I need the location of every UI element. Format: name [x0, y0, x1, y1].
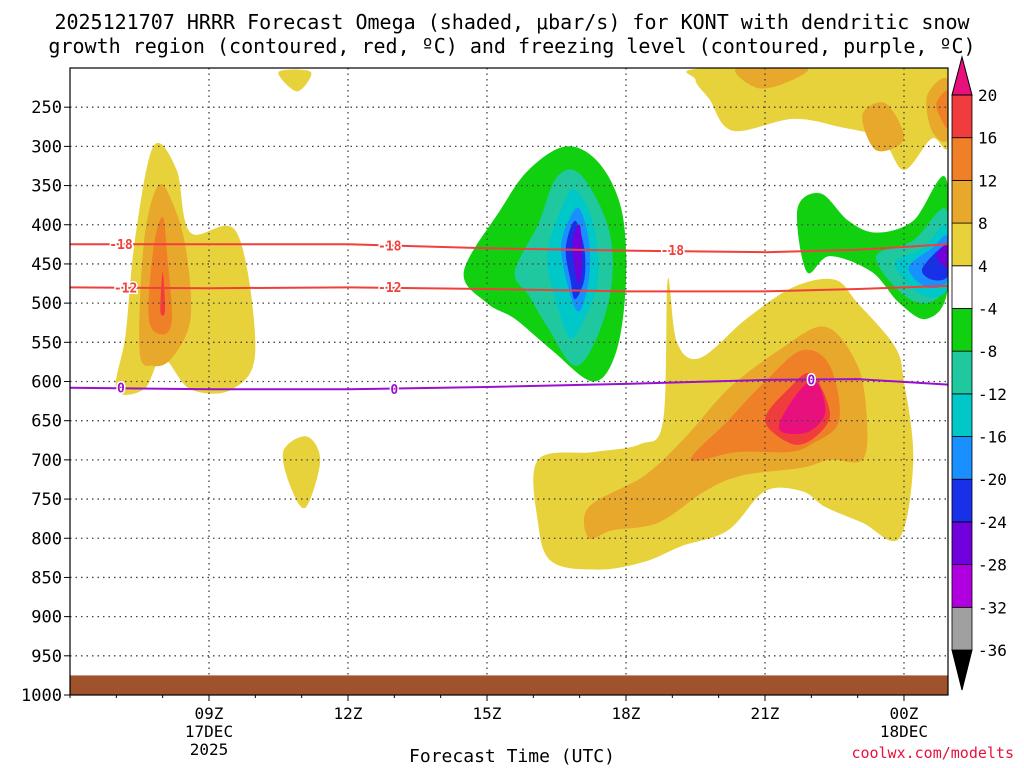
y-tick-label-500: 500	[31, 294, 62, 314]
x-axis-label: Forecast Time (UTC)	[409, 746, 615, 767]
chart-title-line-2: growth region (contoured, red, ºC) and f…	[48, 34, 976, 58]
omega-shading-group	[115, 68, 948, 653]
x-tick-date-00Z: 18DEC	[880, 722, 928, 741]
colorbar-label: -36	[978, 641, 1007, 660]
y-tick-label-350: 350	[31, 177, 62, 197]
dgz-contour-label-0-1: -18	[378, 239, 402, 254]
colorbar-segment	[951, 436, 973, 480]
colorbar-segment	[951, 265, 973, 309]
colorbar-segment	[951, 350, 973, 395]
mid-yellow-blob	[282, 436, 321, 509]
small-green-low	[153, 612, 182, 653]
far-right-green	[926, 545, 948, 598]
x-tick-year-09Z: 2025	[190, 740, 229, 759]
top-right-8	[735, 68, 809, 89]
x-tick-label-09Z: 09Z	[195, 704, 224, 723]
top-right-yellow	[686, 68, 948, 170]
y-tick-label-750: 750	[31, 490, 62, 510]
dgz-contour-line-0	[70, 243, 949, 254]
y-tick-label-450: 450	[31, 255, 62, 275]
x-tick-label-00Z: 00Z	[890, 704, 919, 723]
y-tick-label-1000: 1000	[21, 686, 62, 706]
colorbar-segment	[951, 179, 973, 224]
freezing-contour-label-0-1: 0	[390, 383, 398, 398]
right-subsidence-28	[936, 244, 948, 269]
x-tick-label-15Z: 15Z	[473, 704, 502, 723]
colorbar-label: 16	[978, 129, 997, 148]
x-tick-label-21Z: 21Z	[751, 704, 780, 723]
colorbar-lower-triangle	[951, 649, 973, 691]
y-tick-label-600: 600	[31, 373, 62, 393]
colorbar-segment	[951, 308, 973, 352]
colorbar-segment	[951, 393, 973, 437]
colorbar-label: 8	[978, 214, 988, 233]
x-tick-label-18Z: 18Z	[612, 704, 641, 723]
y-tick-label-800: 800	[31, 529, 62, 549]
colorbar-label: -28	[978, 556, 1007, 575]
small-top-yellow	[278, 69, 312, 92]
colorbar-label: -32	[978, 598, 1007, 617]
y-tick-label-900: 900	[31, 608, 62, 628]
y-tick-label-650: 650	[31, 412, 62, 432]
y-tick-label-850: 850	[31, 568, 62, 588]
colorbar-segment	[951, 478, 973, 523]
y-tick-label-250: 250	[31, 98, 62, 118]
early-ascent-12	[148, 216, 173, 335]
freezing-contour-line-0	[69, 378, 949, 391]
colorbar-upper-triangle	[951, 55, 973, 96]
terrain-block	[70, 675, 948, 695]
colorbar-label: 4	[978, 257, 988, 276]
colorbar-label: -12	[978, 385, 1007, 404]
dgz-contour-label-1-1: -12	[378, 281, 401, 296]
colorbar-label: 12	[978, 171, 997, 190]
dgz-contour-line-1	[69, 284, 949, 293]
credit-link[interactable]: coolwx.com/modelts	[851, 744, 1014, 762]
colorbar-label: -8	[978, 342, 997, 361]
freezing-contour-label-0-0: 0	[117, 381, 125, 396]
y-tick-label-700: 700	[31, 451, 62, 471]
freezing-contour-label-0-2: 0	[807, 373, 815, 388]
y-tick-label-950: 950	[31, 647, 62, 667]
colorbar-segment	[951, 521, 973, 566]
dgz-contour-label-1-0: -12	[114, 282, 137, 297]
colorbar-label: -24	[978, 513, 1007, 532]
early-ascent-16	[160, 271, 166, 316]
top-right-12	[936, 90, 948, 129]
colorbar-segment	[951, 606, 973, 651]
dgz-contour-label-0-0: -18	[109, 238, 133, 253]
x-tick-label-12Z: 12Z	[334, 704, 363, 723]
low-green-band	[659, 541, 798, 594]
main-subsidence-28	[572, 224, 582, 285]
colorbar-segment	[951, 137, 973, 181]
x-tick-date-09Z: 17DEC	[185, 722, 233, 741]
colorbar-label: -4	[978, 299, 997, 318]
chart-title-line-1: 2025121707 HRRR Forecast Omega (shaded, …	[54, 10, 970, 34]
colorbar-label: -16	[978, 428, 1007, 447]
colorbar-label: -20	[978, 470, 1007, 489]
top-right-8b	[862, 102, 905, 152]
y-tick-label-400: 400	[31, 216, 62, 236]
dgz-contour-label-0-2: -18	[661, 244, 685, 259]
y-tick-label-550: 550	[31, 333, 62, 353]
colorbar-segment	[951, 564, 973, 608]
colorbar-segment	[951, 222, 973, 267]
y-tick-label-300: 300	[31, 137, 62, 157]
colorbar-label: 20	[978, 86, 997, 105]
colorbar-segment	[951, 94, 973, 139]
